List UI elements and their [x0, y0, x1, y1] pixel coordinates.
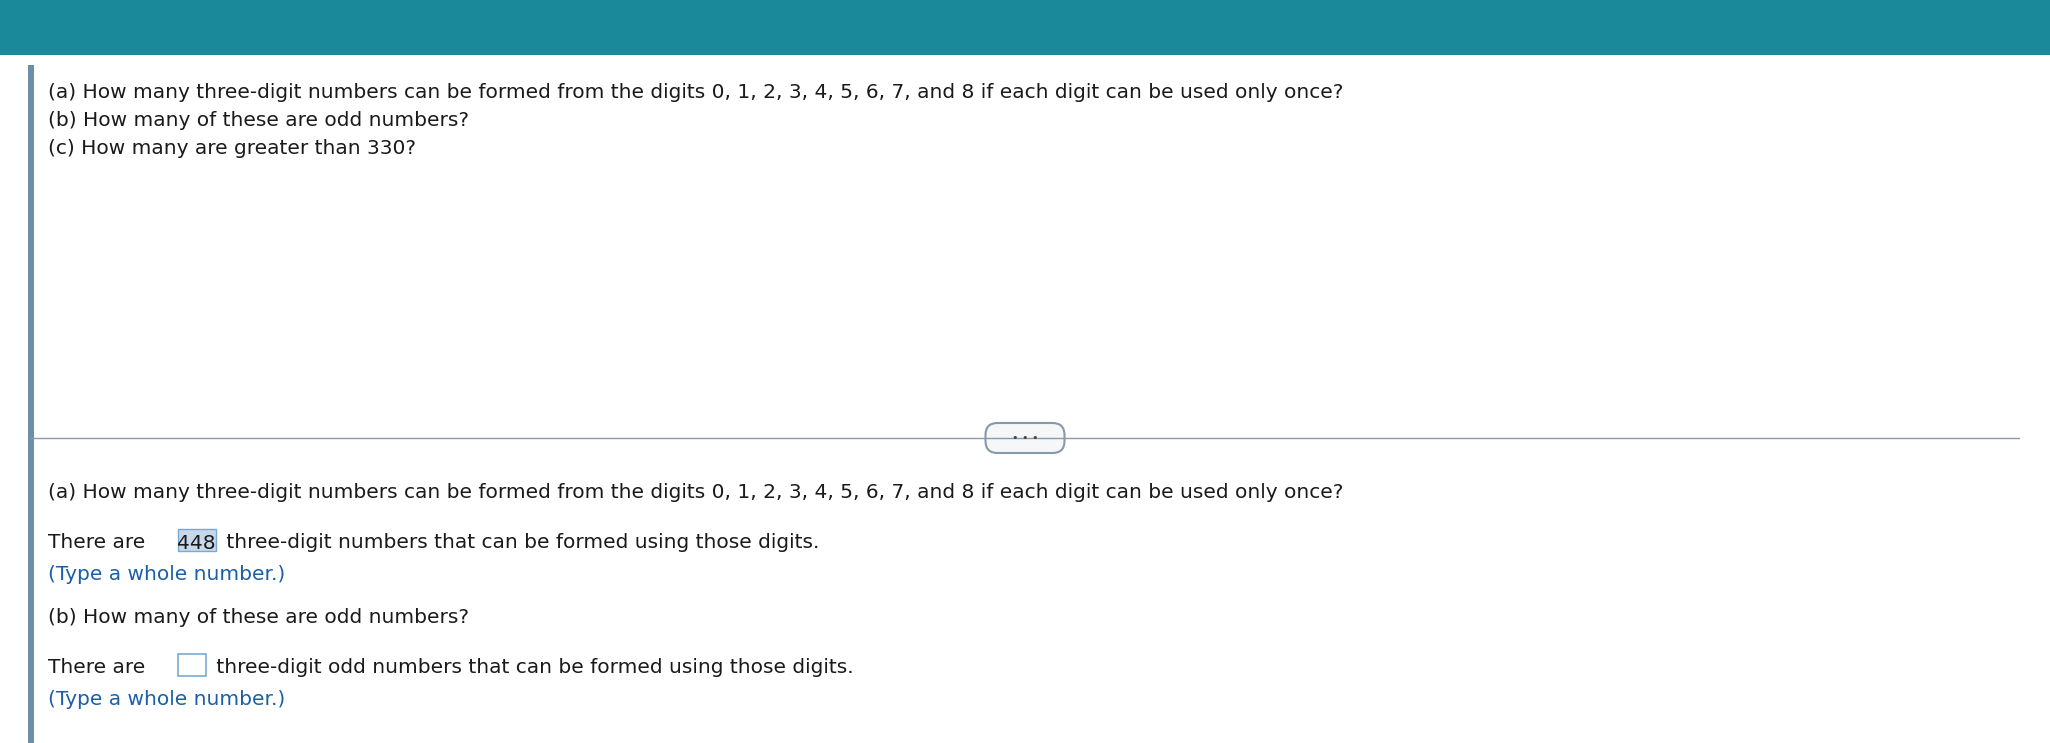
Text: (b) How many of these are odd numbers?: (b) How many of these are odd numbers?	[47, 608, 469, 627]
Text: (b) How many of these are odd numbers?: (b) How many of these are odd numbers?	[47, 111, 469, 130]
Text: three-digit numbers that can be formed using those digits.: three-digit numbers that can be formed u…	[219, 533, 820, 552]
Text: (a) How many three-digit numbers can be formed from the digits 0, 1, 2, 3, 4, 5,: (a) How many three-digit numbers can be …	[47, 483, 1343, 502]
Text: There are: There are	[47, 533, 152, 552]
Text: (Type a whole number.): (Type a whole number.)	[47, 565, 285, 584]
Text: (a) How many three-digit numbers can be formed from the digits 0, 1, 2, 3, 4, 5,: (a) How many three-digit numbers can be …	[47, 83, 1343, 102]
Bar	[29, 65, 35, 743]
Text: three-digit odd numbers that can be formed using those digits.: three-digit odd numbers that can be form…	[209, 658, 853, 677]
Text: 448: 448	[178, 534, 215, 553]
FancyBboxPatch shape	[178, 529, 215, 551]
Text: (c) How many are greater than 330?: (c) How many are greater than 330?	[47, 139, 416, 158]
Bar	[0, 0, 2050, 55]
Text: There are: There are	[47, 658, 152, 677]
Text: (Type a whole number.): (Type a whole number.)	[47, 690, 285, 709]
FancyBboxPatch shape	[986, 423, 1064, 453]
FancyBboxPatch shape	[178, 654, 205, 676]
Text: • • •: • • •	[1013, 433, 1037, 443]
